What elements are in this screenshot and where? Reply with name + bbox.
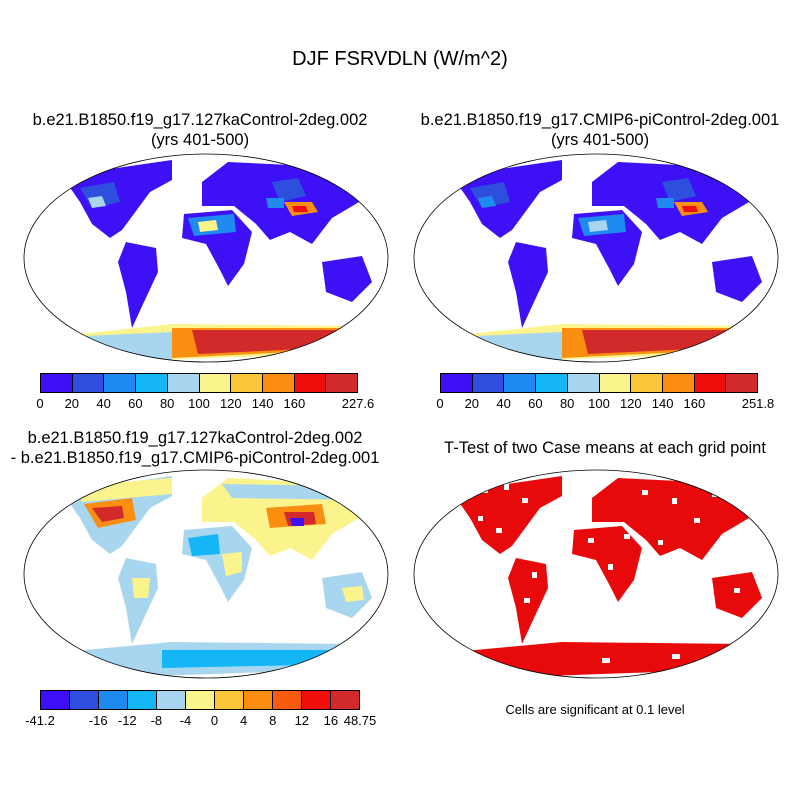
case1-colorbar-tick-label: 40 (96, 396, 111, 411)
case2-colorbar-swatch (662, 374, 695, 392)
case1-colorbar-tick-label: 140 (251, 396, 274, 411)
difference-colorbar (40, 690, 360, 710)
case1-colorbar-tick-label: 60 (128, 396, 143, 411)
difference-colorbar-tick-label: -41.2 (25, 713, 55, 728)
panel-3-title: b.e21.B1850.f19_g17.127kaControl-2deg.00… (0, 428, 400, 468)
difference-colorbar-swatch (70, 691, 99, 709)
case2-colorbar-swatch (567, 374, 600, 392)
case1-colorbar-tick-label: 80 (159, 396, 175, 411)
case2-colorbar-tick-label: 100 (588, 396, 610, 411)
difference-colorbar-swatch (128, 691, 157, 709)
case2-colorbar-swatch (536, 374, 568, 392)
difference-colorbar-tick-label: 16 (323, 713, 339, 728)
case1-colorbar-labels: 0 20 40 60 80 100 120 140 160 227.6 (36, 396, 374, 412)
difference-colorbar-swatch (302, 691, 331, 709)
difference-colorbar-tick-label: -8 (150, 713, 163, 728)
case1-colorbar-tick-label: 100 (188, 396, 210, 411)
case1-colorbar-tick-label: 120 (219, 396, 242, 411)
difference-colorbar-tick-label: 48.75 (343, 713, 377, 728)
difference-colorbar-tick-label: -4 (179, 713, 192, 728)
difference-colorbar-swatch (41, 691, 70, 709)
difference-colorbar-tick-label: 8 (269, 713, 277, 728)
case2-colorbar-tick-label: 140 (651, 396, 674, 411)
case2-colorbar-tick-label: 20 (464, 396, 480, 411)
case2-colorbar-tick-label: 0 (436, 396, 444, 411)
difference-map (23, 469, 389, 679)
case1-colorbar-swatch (262, 374, 295, 392)
panel-2-title: b.e21.B1850.f19_g17.CMIP6-piControl-2deg… (400, 110, 800, 150)
case2-colorbar (440, 373, 758, 393)
case1-colorbar-swatch (167, 374, 200, 392)
panel-3-title-line2: - b.e21.B1850.f19_g17.CMIP6-piControl-2d… (10, 449, 380, 467)
panel-1-title: b.e21.B1850.f19_g17.127kaControl-2deg.00… (0, 110, 400, 150)
case1-colorbar-tick-label: 0 (36, 396, 44, 411)
case2-colorbar-tick-label: 80 (559, 396, 575, 411)
case1-colorbar-swatch (104, 374, 137, 392)
case2-colorbar-swatch (599, 374, 632, 392)
significance-note: Cells are significant at 0.1 level (505, 702, 685, 717)
panel-1-title-line1: b.e21.B1850.f19_g17.127kaControl-2deg.00… (32, 111, 368, 129)
case1-colorbar-swatch (136, 374, 168, 392)
difference-colorbar-swatch (244, 691, 273, 709)
case2-colorbar-swatch (504, 374, 537, 392)
case2-map (413, 153, 779, 363)
difference-colorbar-swatch (186, 691, 215, 709)
case2-colorbar-swatch (726, 374, 758, 392)
panel-3-title-line1: b.e21.B1850.f19_g17.127kaControl-2deg.00… (27, 429, 363, 447)
case1-colorbar-swatch (199, 374, 232, 392)
figure-title: DJF FSRVDLN (W/m^2) (292, 48, 508, 70)
difference-colorbar-tick-label: 0 (210, 713, 219, 728)
panel-1-title-line2: (yrs 401-500) (150, 131, 250, 149)
difference-colorbar-tick-label: 4 (240, 713, 248, 728)
difference-colorbar-tick-label: -12 (117, 713, 137, 728)
case2-colorbar-tick-label: 251.8 (741, 396, 775, 411)
case1-colorbar-swatch (294, 374, 327, 392)
case1-colorbar-tick-label: 160 (283, 396, 306, 411)
case1-colorbar (40, 373, 358, 393)
panel-2-title-line2: (yrs 401-500) (550, 131, 650, 149)
difference-colorbar-swatch (215, 691, 244, 709)
panel-4-title: T-Test of two Case means at each grid po… (410, 438, 800, 458)
case1-colorbar-tick-label: 20 (64, 396, 80, 411)
case2-colorbar-tick-label: 60 (528, 396, 543, 411)
case2-colorbar-swatch (631, 374, 663, 392)
case2-colorbar-swatch (694, 374, 727, 392)
difference-colorbar-tick-label: -16 (88, 713, 108, 728)
case2-colorbar-tick-label: 40 (496, 396, 511, 411)
difference-colorbar-swatch (331, 691, 359, 709)
ttest-map (413, 469, 779, 679)
panel-4-title-line1: T-Test of two Case means at each grid po… (444, 439, 766, 457)
panel-2-title-line1: b.e21.B1850.f19_g17.CMIP6-piControl-2deg… (420, 111, 780, 129)
case1-colorbar-swatch (41, 374, 73, 392)
case2-colorbar-tick-label: 120 (619, 396, 642, 411)
case1-map (23, 153, 389, 363)
case2-colorbar-swatch (441, 374, 473, 392)
case1-colorbar-swatch (231, 374, 263, 392)
difference-colorbar-swatch (157, 691, 186, 709)
difference-colorbar-swatch (273, 691, 302, 709)
difference-colorbar-labels: -41.2 -16 -12 -8 -4 0 4 8 12 16 48.75 (25, 713, 376, 729)
difference-colorbar-swatch (99, 691, 128, 709)
case2-colorbar-tick-label: 160 (683, 396, 706, 411)
case1-colorbar-swatch (72, 374, 105, 392)
case1-colorbar-swatch (326, 374, 358, 392)
case2-colorbar-swatch (472, 374, 505, 392)
case1-colorbar-tick-label: 227.6 (341, 396, 375, 411)
difference-colorbar-tick-label: 12 (294, 713, 310, 728)
case2-colorbar-labels: 0 20 40 60 80 100 120 140 160 251.8 (436, 396, 774, 412)
